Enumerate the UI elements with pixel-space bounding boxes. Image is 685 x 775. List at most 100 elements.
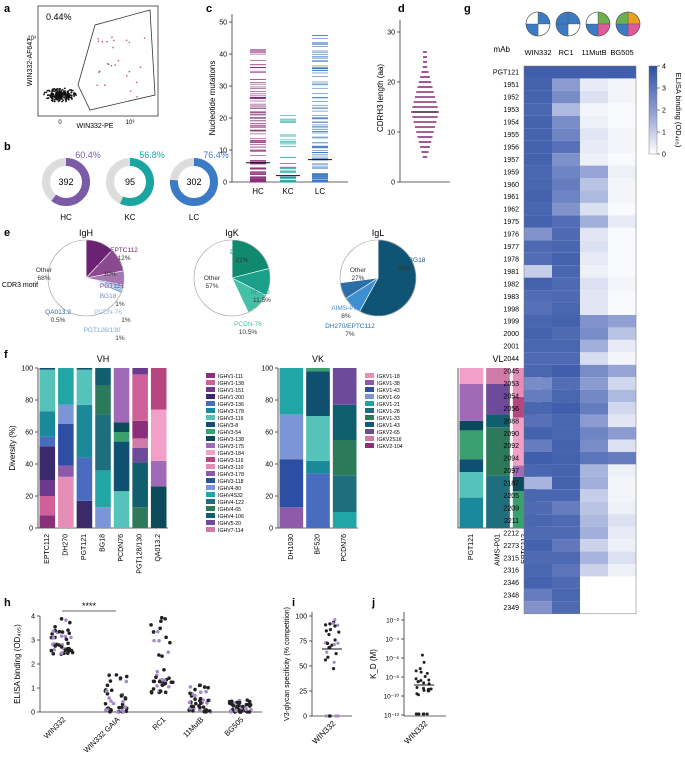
g-row-label: 2094	[503, 456, 519, 463]
f-bar-segment	[76, 404, 93, 458]
g-heatmap-cell	[580, 227, 608, 241]
g-heatmap-cell	[580, 115, 608, 129]
flow-dot	[60, 95, 63, 98]
h-dot	[202, 685, 207, 689]
pie-igh-label: PGT121	[100, 283, 125, 290]
i-tick-label: 75	[299, 639, 307, 646]
g-heatmap-cell	[608, 202, 636, 216]
g-row-label: PGT121	[493, 70, 519, 77]
i-group-label: WIN332	[311, 719, 338, 746]
flow-dot	[66, 94, 69, 96]
f-legend-label: IGHV3-138	[218, 437, 244, 443]
g-heatmap-cell	[552, 489, 580, 502]
g-heatmap-cell	[524, 240, 552, 253]
g-heatmap-cell	[552, 451, 580, 465]
flow-dot	[59, 96, 61, 99]
g-row-label: 2097	[503, 468, 519, 475]
h-dot	[188, 685, 193, 689]
f-category-label: BF520	[315, 534, 322, 555]
g-heatmap-cell	[608, 327, 636, 340]
f-bar-segment	[58, 424, 74, 466]
h-dot	[198, 690, 203, 695]
g-row-label: 2056	[503, 406, 519, 413]
g-heatmap-cell	[524, 115, 552, 129]
donut-count: 392	[58, 177, 73, 187]
g-row-label: 2045	[503, 369, 519, 376]
g-heatmap-cell	[552, 464, 580, 477]
h-dot	[245, 698, 250, 702]
g-heatmap-cell	[524, 202, 552, 216]
g-heatmap-cell	[524, 427, 552, 440]
i-dot	[325, 650, 329, 654]
h-dot	[63, 634, 68, 639]
flow-dot	[70, 94, 73, 97]
h-dot	[171, 680, 175, 685]
flow-dot	[62, 90, 65, 93]
f-legend-label: IGKV2-65	[377, 430, 400, 436]
h-dot	[121, 699, 125, 704]
j-dot	[417, 712, 421, 716]
pie-igh-label: 68%	[37, 275, 50, 282]
h-dot	[240, 704, 245, 709]
c-group-hc: HC	[252, 187, 264, 196]
f-bar-segment	[132, 462, 148, 508]
j-dot	[422, 686, 426, 690]
f-legend-swatch	[206, 492, 215, 497]
f-legend-label: IGKV1-33	[377, 416, 400, 422]
h-dot	[57, 629, 62, 634]
panel-label-f: f	[4, 349, 8, 361]
h-dot	[187, 700, 192, 705]
pie-igh-label: 10%	[103, 271, 116, 278]
g-heatmap-cell	[580, 352, 608, 365]
g-heatmap-cell	[608, 489, 636, 502]
h-ticks: 0 1 2 3 4	[31, 614, 40, 717]
h-dot	[105, 692, 110, 696]
g-heatmap-cell	[552, 601, 580, 614]
g-heatmap-cell	[552, 190, 580, 203]
i-dot	[333, 624, 337, 628]
g-heatmap-cell	[552, 439, 580, 452]
f-bar-segment	[306, 416, 330, 461]
g-heatmap-cell	[608, 501, 636, 515]
g-row-label: 1962	[503, 207, 519, 214]
antigen-icon-outline	[525, 11, 551, 37]
g-heatmap-cell	[608, 514, 636, 527]
flow-dot-gated	[110, 64, 113, 67]
h-dot	[152, 638, 156, 643]
f-legend-swatch	[206, 408, 215, 413]
panel-label-d: d	[398, 3, 405, 15]
i-dot	[331, 667, 336, 671]
h-dot	[120, 705, 124, 710]
i-tick-label: 100	[295, 614, 307, 621]
flow-dot	[48, 90, 51, 93]
j-tick-label: 10⁻⁴	[386, 637, 400, 644]
g-heatmap-cell	[552, 315, 580, 328]
pie-igl-label: PGT121/BG18	[383, 257, 426, 264]
flow-dot	[70, 91, 73, 94]
flow-dot	[51, 95, 53, 98]
h-dot	[51, 651, 56, 656]
i-dot	[323, 623, 328, 627]
h-dot	[157, 679, 162, 684]
g-heatmap-cell	[552, 78, 580, 91]
g-heatmap-cell	[524, 227, 552, 241]
flow-dot	[68, 95, 71, 98]
c-group-lc: LC	[315, 187, 325, 196]
c-tick-label: 20	[219, 116, 227, 123]
f-legend-label: IGKV1-21	[377, 402, 400, 408]
d-tick-label: 20	[387, 80, 395, 87]
h-dot	[235, 700, 239, 705]
g-heatmap-cell	[580, 564, 608, 577]
j-dot	[423, 674, 427, 678]
g-heatmap-cell	[608, 178, 636, 191]
f-bar-segment	[279, 459, 304, 508]
g-heatmap-cell	[608, 252, 636, 266]
panel-f: f VH 0 20 40 60 80 100 EPTC112 DH270 PGT121 BG18 PC…	[4, 349, 578, 574]
h-dot	[109, 699, 113, 703]
h-dot	[151, 630, 156, 634]
g-heatmap-cell	[608, 165, 636, 179]
g-heatmap-cell	[608, 576, 636, 589]
h-dot	[229, 699, 234, 704]
g-row-label: 1976	[503, 232, 519, 239]
g-heatmap-cell	[552, 327, 580, 340]
